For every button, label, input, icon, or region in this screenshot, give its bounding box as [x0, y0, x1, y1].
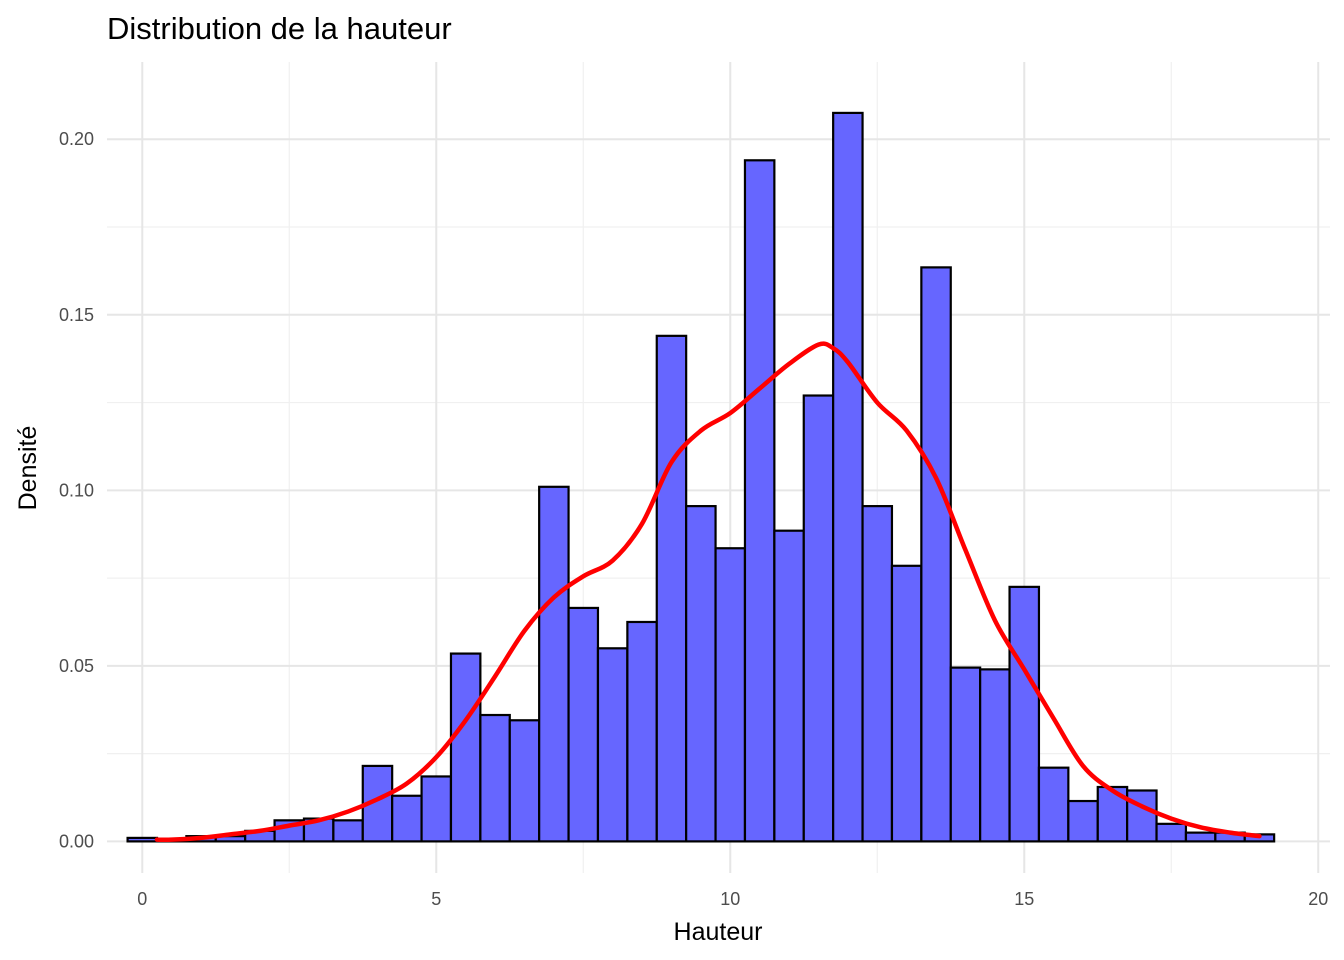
y-tick-label: 0.15	[59, 305, 94, 325]
histogram-bar	[920, 266, 952, 843]
y-tick-label: 0.00	[59, 831, 94, 851]
histogram-bar	[773, 529, 805, 843]
histogram-bar	[626, 620, 658, 843]
histogram-bar	[1155, 822, 1188, 843]
histogram-bar	[890, 564, 923, 843]
histogram-bar	[420, 775, 453, 843]
histogram-bar	[743, 159, 776, 843]
histogram-bar	[1126, 789, 1158, 843]
density-curve	[154, 341, 1262, 843]
histogram-bar	[832, 111, 864, 843]
y-axis-tick-labels: 0.00 0.05 0.10 0.15 0.20	[59, 129, 94, 851]
histogram-bar	[714, 547, 747, 843]
histogram-bar	[126, 836, 159, 843]
y-tick-label: 0.05	[59, 656, 94, 676]
histogram-bar	[655, 334, 688, 843]
histogram-bar	[508, 719, 541, 843]
x-tick-label: 15	[1014, 889, 1034, 909]
x-axis-title: Hauteur	[674, 918, 763, 946]
histogram-bar	[1067, 799, 1099, 843]
histogram-bar	[685, 505, 717, 843]
chart-title: Distribution de la hauteur	[107, 11, 452, 46]
x-axis-tick-labels: 0 5 10 15 20	[137, 889, 1328, 909]
histogram-bar	[332, 819, 364, 843]
histogram-bar	[802, 394, 835, 843]
histogram-bar	[538, 485, 570, 843]
histogram-bar	[449, 652, 482, 843]
x-tick-label: 0	[137, 889, 147, 909]
histogram-bar	[596, 647, 629, 843]
histogram-bar	[1184, 831, 1217, 843]
histogram-bar	[949, 666, 982, 843]
histogram-bar	[567, 606, 600, 843]
histogram-bar	[479, 713, 511, 843]
histogram-bars	[126, 111, 1276, 843]
histogram-bar	[979, 668, 1011, 843]
x-tick-label: 20	[1308, 889, 1328, 909]
x-tick-label: 10	[720, 889, 740, 909]
y-tick-label: 0.10	[59, 480, 94, 500]
histogram-bar	[1008, 585, 1041, 843]
y-tick-label: 0.20	[59, 129, 94, 149]
y-axis-title: Densité	[14, 426, 42, 511]
histogram-bar	[861, 505, 894, 843]
x-tick-label: 5	[431, 889, 441, 909]
histogram-bar	[391, 794, 423, 843]
histogram-bar	[1037, 766, 1070, 843]
